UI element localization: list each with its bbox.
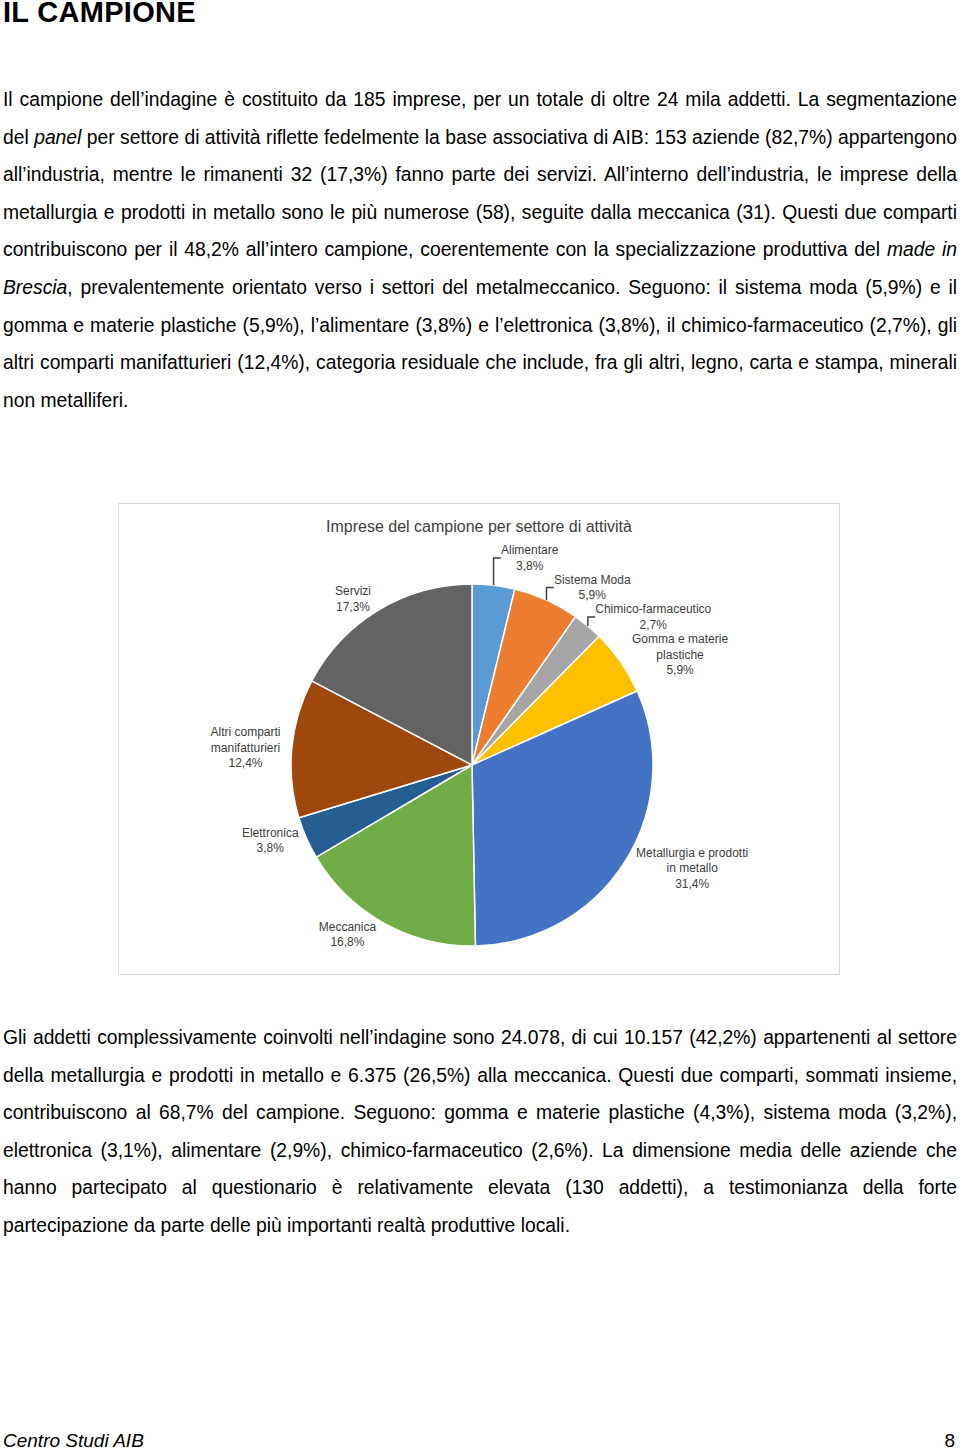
svg-text:Elettronica3,8%: Elettronica3,8% bbox=[242, 826, 299, 856]
svg-text:Chimico-farmaceutico2,7%: Chimico-farmaceutico2,7% bbox=[595, 602, 711, 632]
svg-text:Alimentare3,8%: Alimentare3,8% bbox=[501, 543, 559, 573]
svg-text:Gomma e materieplastiche5,9%: Gomma e materieplastiche5,9% bbox=[632, 632, 728, 677]
svg-text:Imprese del campione per setto: Imprese del campione per settore di atti… bbox=[326, 518, 632, 535]
svg-text:Altri compartimanifatturieri12: Altri compartimanifatturieri12,4% bbox=[210, 725, 280, 770]
svg-text:Sistema Moda5,9%: Sistema Moda5,9% bbox=[554, 573, 631, 603]
html-text:8: 8 bbox=[944, 1430, 955, 1451]
svg-text:Metallurgia e prodottiin metal: Metallurgia e prodottiin metallo31,4% bbox=[636, 846, 748, 891]
svg-text:Meccanica16,8%: Meccanica16,8% bbox=[319, 920, 377, 950]
html-text:Centro Studi AIB: Centro Studi AIB bbox=[3, 1430, 144, 1451]
html-text:Gli addetti complessivamente c: Gli addetti complessivamente coinvolti n… bbox=[3, 1027, 957, 1236]
svg-text:Servizi17,3%: Servizi17,3% bbox=[335, 584, 371, 614]
html-text:Il campione dell’indagine è co: Il campione dell’indagine è costituito d… bbox=[3, 89, 957, 411]
